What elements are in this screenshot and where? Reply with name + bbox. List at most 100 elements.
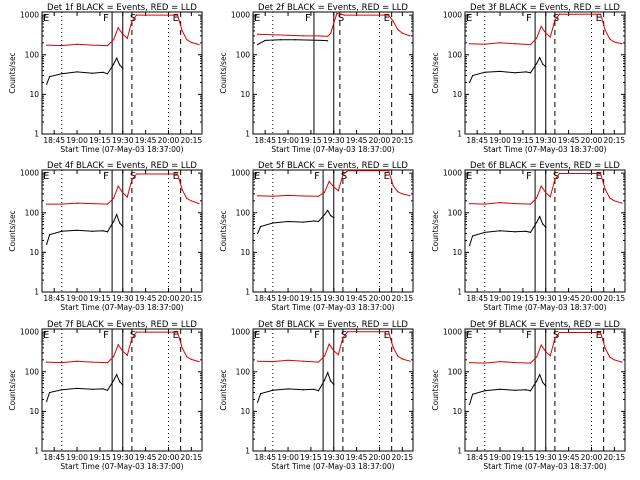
lld-data-point <box>287 34 289 36</box>
x-tick-label: 19:30 <box>535 294 557 303</box>
lld-data-point <box>61 362 63 364</box>
events-data-point <box>472 235 474 237</box>
plot-frame <box>252 328 414 452</box>
x-tick-label: 20:15 <box>604 136 626 145</box>
lld-data-point <box>135 331 138 333</box>
lld-data-point <box>61 203 63 205</box>
lld-data-point <box>540 25 542 27</box>
events-data-point <box>256 44 259 46</box>
y-axis-label: Counts/sec <box>8 369 17 410</box>
lld-data-point <box>113 197 115 200</box>
panel-title: Det 7f BLACK = Events, RED = LLD <box>47 320 197 330</box>
events-data-point <box>514 72 516 74</box>
lld-data-point <box>554 337 556 340</box>
lld-data-point <box>468 362 471 364</box>
events-data-point <box>102 388 104 390</box>
events-data-point <box>525 389 527 391</box>
y-tick-label: 10 <box>29 248 39 257</box>
x-tick-label: 19:30 <box>323 453 345 462</box>
panel-title: Det 4f BLACK = Events, RED = LLD <box>47 161 197 171</box>
lld-series-line <box>469 13 623 46</box>
lld-data-point <box>545 351 547 353</box>
events-data-point <box>272 222 274 224</box>
y-tick-label: 100 <box>236 50 251 59</box>
y-tick-label: 1 <box>245 288 250 297</box>
events-data-point <box>545 66 547 68</box>
lld-data-point <box>342 174 344 176</box>
lld-data-point <box>392 20 394 22</box>
events-data-point <box>302 389 304 391</box>
lld-data-point <box>256 195 259 197</box>
lld-data-point <box>287 194 289 196</box>
panel-title: Det 5f BLACK = Events, RED = LLD <box>258 161 408 171</box>
lld-data-point <box>337 190 339 192</box>
flag-label-corner-e: E <box>43 13 49 24</box>
detector-panel-2: Det 2f BLACK = Events, RED = LLD 1 10 100 10… <box>219 3 414 154</box>
y-tick-label: 100 <box>236 208 251 217</box>
lld-data-point <box>388 14 390 16</box>
detector-panel-3: Det 3f BLACK = Events, RED = LLD 1 10 100 10… <box>431 3 626 154</box>
flag-label-corner-e: E <box>43 330 49 341</box>
x-tick-label: 20:00 <box>158 136 180 145</box>
x-tick-label: 19:00 <box>277 136 299 145</box>
y-tick-label: 1000 <box>20 11 39 20</box>
lld-data-point <box>621 202 623 204</box>
x-tick-label: 20:00 <box>581 453 603 462</box>
x-tick-label: 19:30 <box>535 136 557 145</box>
lld-data-point <box>609 356 611 358</box>
events-data-point <box>539 373 541 376</box>
events-data-point <box>310 39 312 41</box>
panel-title: Det 2f BLACK = Events, RED = LLD <box>258 3 408 13</box>
x-tick-label: 19:15 <box>89 136 111 145</box>
events-series-line <box>46 213 124 245</box>
events-data-point <box>272 389 274 391</box>
events-data-point <box>333 217 335 219</box>
lld-data-point <box>343 14 346 16</box>
lld-data-point <box>186 356 188 358</box>
lld-data-point <box>256 360 259 362</box>
detector-panel-7: Det 7f BLACK = Events, RED = LLD 1 10 100 10… <box>8 320 203 471</box>
x-tick-label: 19:15 <box>512 136 534 145</box>
lld-data-point <box>122 33 124 35</box>
events-data-point <box>91 388 93 390</box>
events-data-point <box>324 379 326 381</box>
x-tick-label: 19:45 <box>558 136 580 145</box>
x-tick-label: 20:15 <box>604 453 626 462</box>
x-tick-label: 19:15 <box>300 136 322 145</box>
lld-data-point <box>113 39 115 41</box>
x-tick-label: 19:45 <box>558 453 580 462</box>
plot-frame <box>41 328 203 452</box>
detector-panel-4: Det 4f BLACK = Events, RED = LLD 1 10 100 10… <box>8 161 203 312</box>
x-tick-label: 19:15 <box>300 453 322 462</box>
events-data-point <box>122 384 124 386</box>
plot-frame <box>252 169 414 293</box>
lld-data-point <box>272 361 274 363</box>
y-tick-label: 10 <box>240 90 250 99</box>
lld-data-point <box>392 185 394 187</box>
y-tick-label: 1 <box>457 288 462 297</box>
events-data-point <box>106 231 109 233</box>
x-tick-label: 19:30 <box>112 294 134 303</box>
x-tick-label: 19:30 <box>535 453 557 462</box>
x-axis-label: Start Time (07-May-03 18:37:00) <box>483 303 606 312</box>
events-data-point <box>529 231 532 233</box>
detector-panel-9: Det 9f BLACK = Events, RED = LLD 1 10 100 10… <box>431 320 626 471</box>
flag-label-s: S <box>553 330 559 341</box>
flag-label-f: F <box>305 13 311 24</box>
events-data-point <box>499 230 501 232</box>
y-tick-label: 1000 <box>20 328 39 337</box>
panel-title: Det 1f BLACK = Events, RED = LLD <box>47 3 197 13</box>
x-tick-label: 20:00 <box>158 453 180 462</box>
lld-data-point <box>388 170 390 172</box>
flag-label-corner-e: E <box>254 330 260 341</box>
lld-data-point <box>604 29 606 31</box>
lld-data-point <box>549 196 551 198</box>
lld-data-point <box>256 33 259 35</box>
lld-data-point <box>529 44 532 46</box>
flag-label-e: E <box>384 13 390 24</box>
flag-label-s: S <box>338 13 344 24</box>
x-tick-label: 19:45 <box>346 136 368 145</box>
flag-label-corner-e: E <box>254 13 260 24</box>
events-series-line <box>469 215 547 246</box>
x-axis-label: Start Time (07-May-03 18:37:00) <box>60 145 183 154</box>
